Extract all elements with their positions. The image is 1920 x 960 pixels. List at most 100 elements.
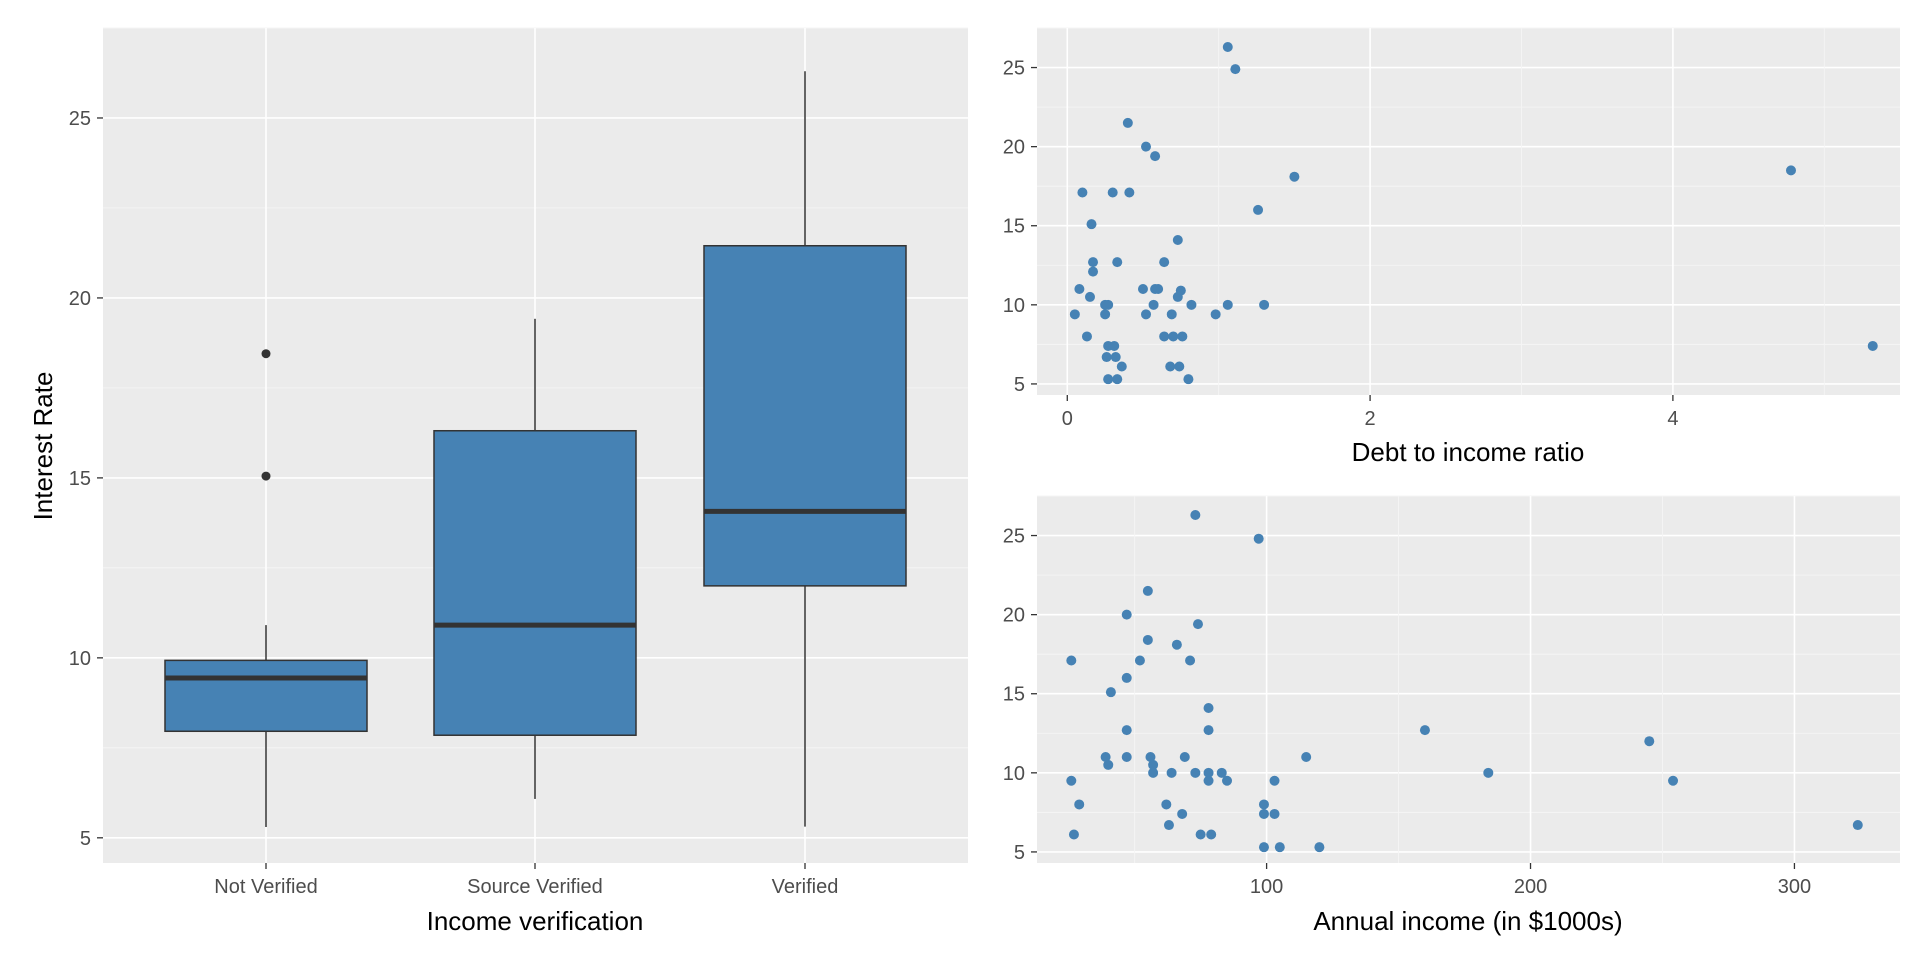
dti-scatter-point: [1086, 219, 1097, 230]
dti-scatter-point: [1186, 299, 1197, 310]
dti-scatter-point: [1141, 141, 1152, 152]
dti-scatter-point: [1141, 309, 1152, 320]
income-scatter-point: [1274, 842, 1285, 853]
income-scatter-point: [1483, 767, 1494, 778]
dti-scatter-point: [1177, 331, 1188, 342]
dti-scatter-point: [1077, 187, 1088, 198]
dti-scatter-point: [1137, 284, 1148, 295]
dti-scatter-point: [1165, 361, 1176, 372]
income-scatter-point: [1103, 759, 1114, 770]
income-scatter-point: [1145, 752, 1156, 763]
dti-scatter-point: [1253, 204, 1264, 215]
income-scatter-point: [1269, 775, 1280, 786]
income-scatter-panel-background: [1037, 496, 1900, 863]
dti-scatter-point: [1069, 309, 1080, 320]
dti-scatter-point: [1222, 41, 1233, 52]
income-scatter-axes: 5 10 15 20 25 100 200 300: [1003, 526, 1811, 898]
income-scatter-point: [1258, 842, 1269, 853]
dti-scatter-point: [1168, 331, 1179, 342]
box-outlier: [261, 471, 271, 481]
dti-scatter-point: [1103, 299, 1114, 310]
income-scatter-x-tick-label: 200: [1514, 876, 1547, 898]
income-scatter-point: [1203, 725, 1214, 736]
income-scatter-point: [1121, 752, 1132, 763]
income-scatter-x-tick-label: 100: [1250, 876, 1283, 898]
boxplot-x-tick-label: Source Verified: [467, 876, 603, 898]
income-scatter-point: [1195, 829, 1206, 840]
income-scatter-point: [1203, 775, 1214, 786]
dti-x-axis-title: Debt to income ratio: [1352, 437, 1585, 467]
dti-scatter-point: [1109, 340, 1120, 351]
dti-scatter-x-tick-label: 0: [1062, 408, 1073, 430]
dti-scatter-y-tick-label: 15: [1003, 216, 1025, 238]
income-scatter-point: [1185, 655, 1196, 666]
income-scatter-point: [1177, 808, 1188, 819]
dti-scatter-point: [1122, 117, 1133, 128]
boxplot-y-axis-title: Interest Rate: [28, 372, 58, 521]
dti-scatter-panel: 5 10 15 20 25 0 2 4 Debt to income ratio: [1003, 27, 1900, 467]
income-scatter-marks: [1066, 509, 1863, 853]
dti-scatter-point: [1110, 352, 1121, 363]
dti-scatter-point: [1116, 361, 1127, 372]
income-scatter-point: [1419, 725, 1430, 736]
dti-scatter-point: [1088, 257, 1099, 268]
income-scatter-point: [1121, 609, 1132, 620]
income-scatter-point: [1142, 585, 1153, 596]
dti-scatter-y-tick-label: 10: [1003, 295, 1025, 317]
income-scatter-point: [1163, 820, 1174, 831]
income-scatter-point: [1203, 702, 1214, 713]
income-scatter-point: [1190, 767, 1201, 778]
income-scatter-point: [1100, 752, 1111, 763]
dti-scatter-point: [1103, 374, 1114, 385]
income-scatter-point: [1105, 687, 1116, 698]
income-scatter-point: [1258, 799, 1269, 810]
income-scatter-x-tick-label: 300: [1778, 876, 1811, 898]
dti-scatter-point: [1259, 299, 1270, 310]
dti-scatter-y-tick-label: 20: [1003, 137, 1025, 159]
box-verified: [703, 71, 907, 827]
income-scatter-point: [1222, 775, 1233, 786]
dti-scatter-point: [1112, 374, 1123, 385]
income-scatter-point: [1134, 655, 1145, 666]
dti-scatter-point: [1107, 187, 1118, 198]
box-outlier: [261, 349, 271, 359]
dti-scatter-point: [1084, 291, 1095, 302]
dti-scatter-point: [1867, 340, 1878, 351]
income-scatter-point: [1148, 767, 1159, 778]
income-scatter-point: [1142, 634, 1153, 645]
income-scatter-point: [1206, 829, 1217, 840]
dti-scatter-gridlines: [1037, 27, 1900, 395]
income-x-axis-title: Annual income (in $1000s): [1313, 906, 1622, 936]
boxplot-y-tick-label: 20: [69, 288, 91, 310]
dti-scatter-point: [1785, 165, 1796, 176]
box-source-verified: [433, 318, 637, 799]
dti-scatter-point: [1172, 291, 1183, 302]
dti-scatter-point: [1174, 361, 1185, 372]
dti-scatter-point: [1289, 171, 1300, 182]
income-scatter-point: [1192, 619, 1203, 630]
income-scatter-point: [1203, 767, 1214, 778]
boxplot-panel: 5 10 15 20 25 Not Verified Source Verified Veri…: [28, 27, 968, 936]
income-scatter-point: [1216, 767, 1227, 778]
income-scatter-point: [1171, 639, 1182, 650]
income-scatter-point: [1190, 509, 1201, 520]
boxplot-y-tick-label: 25: [69, 108, 91, 130]
income-scatter-point: [1161, 799, 1172, 810]
income-scatter-point: [1301, 752, 1312, 763]
dti-scatter-point: [1148, 299, 1159, 310]
dti-scatter-point: [1166, 309, 1177, 320]
income-scatter-point: [1314, 842, 1325, 853]
income-scatter-point: [1121, 725, 1132, 736]
income-scatter-point: [1166, 767, 1177, 778]
box-not-verified: [164, 349, 368, 828]
dti-scatter-point: [1112, 257, 1123, 268]
income-scatter-y-tick-label: 25: [1003, 526, 1025, 548]
boxplot-y-tick-label: 10: [69, 648, 91, 670]
dti-scatter-point: [1210, 309, 1221, 320]
dti-scatter-point: [1230, 64, 1241, 75]
dti-scatter-point: [1100, 309, 1111, 320]
boxplot-marks: [164, 71, 907, 828]
dti-scatter-point: [1183, 374, 1194, 385]
income-scatter-point: [1179, 752, 1190, 763]
